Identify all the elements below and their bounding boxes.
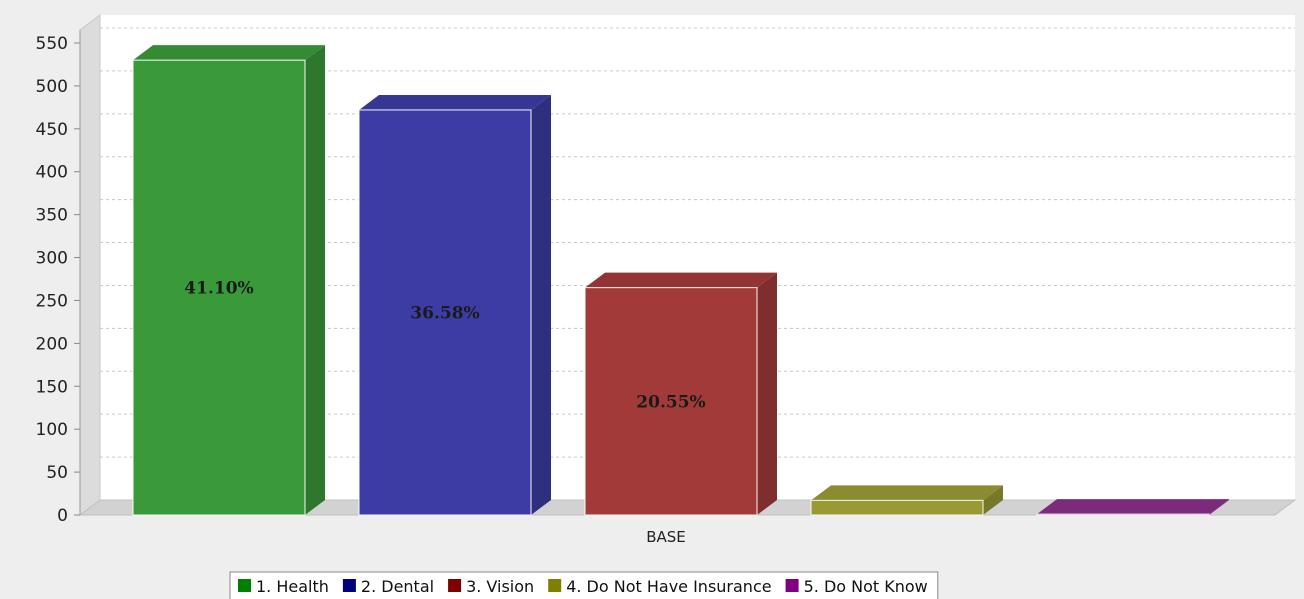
- y-tick-label: 300: [36, 249, 68, 269]
- legend-swatch: [448, 579, 462, 592]
- bars: 41.10% 36.58% 20.55%: [132, 45, 1229, 516]
- bar-data-label: 20.55%: [636, 392, 705, 412]
- y-tick-label: 500: [36, 77, 68, 97]
- y-tick-label: 250: [36, 291, 68, 311]
- legend-entry: 5. Do Not Know: [804, 577, 928, 596]
- bar-top-face: [585, 272, 777, 288]
- bar-front-face: [584, 286, 758, 516]
- legend-swatch: [785, 579, 799, 592]
- y-tick-label: 550: [36, 34, 68, 54]
- y-tick-label: 400: [36, 163, 68, 183]
- legend-entry: 4. Do Not Have Insurance: [566, 577, 771, 596]
- bar-top-face: [811, 485, 1003, 501]
- legend: 1. Health 2. Dental 3. Vision 4. Do Not Hav…: [229, 571, 939, 599]
- bar-side-face: [305, 45, 325, 515]
- y-tick-label: 350: [36, 206, 68, 226]
- y-tick-label: 150: [36, 377, 68, 397]
- bar-side-face: [757, 272, 777, 515]
- legend-entry: 1. Health: [256, 577, 329, 596]
- bar-3: 20.55%: [584, 272, 777, 516]
- legend-swatch: [548, 579, 562, 592]
- bar-front-face: [1036, 513, 1210, 516]
- bar-top-face: [359, 94, 551, 110]
- y-tick-label: 0: [57, 506, 68, 526]
- legend-entry: 2. Dental: [361, 577, 434, 596]
- category-label: BASE: [646, 528, 686, 546]
- y-axis: 0 50 100 150 200 250 300 350 400 450 500 550: [36, 30, 81, 526]
- y-tick-label: 100: [36, 420, 68, 440]
- bar-side-face: [531, 94, 551, 516]
- y-tick-label: 200: [36, 334, 68, 354]
- legend-entry: 3. Vision: [466, 577, 534, 596]
- bar-top-face: [1037, 499, 1229, 515]
- bar-data-label: 36.58%: [410, 303, 479, 323]
- bar-2: 36.58%: [358, 94, 551, 516]
- bar-front-face: [358, 109, 532, 516]
- bar-side-face: [983, 485, 1003, 515]
- legend-swatch: [342, 579, 356, 592]
- legend-swatch: [238, 579, 251, 592]
- bar-4: [810, 485, 1003, 516]
- bar-front-face: [132, 59, 306, 516]
- bar-top-face: [133, 45, 325, 61]
- y-tick-label: 450: [36, 120, 68, 140]
- plot-side-wall: [79, 14, 101, 516]
- bar-front-face: [810, 499, 984, 516]
- bar-data-label: 41.10%: [184, 279, 253, 299]
- bar-side-face: [1209, 499, 1229, 515]
- y-tick-label: 50: [46, 463, 68, 483]
- bar-5: [1036, 499, 1229, 516]
- bar-1: 41.10%: [132, 45, 325, 516]
